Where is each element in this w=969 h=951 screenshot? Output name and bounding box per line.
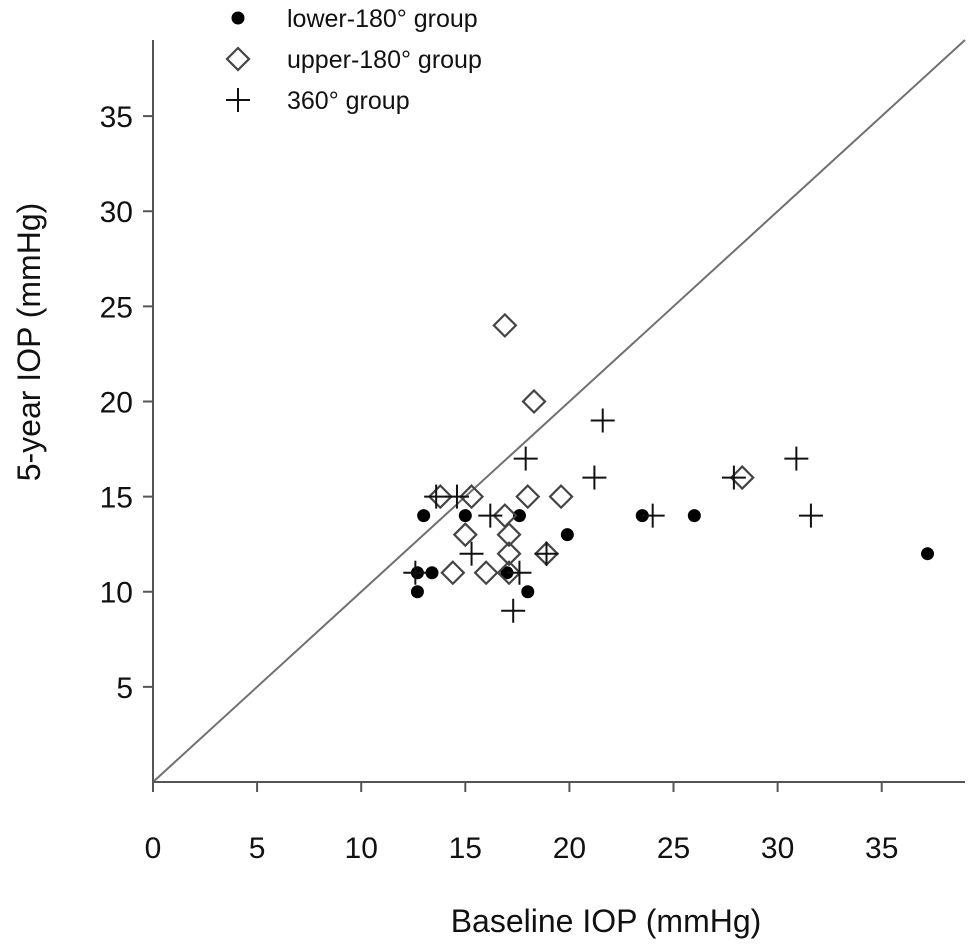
upper-180-point (440, 560, 466, 586)
x-tick-label: 10 (345, 832, 378, 865)
lower-180-point (500, 566, 514, 580)
y-tick-label: 35 (100, 101, 133, 134)
upper-180-point (458, 484, 485, 510)
lower-180-point (458, 509, 472, 523)
x-tick-label: 25 (657, 832, 690, 865)
360-point (501, 598, 526, 623)
lower-180-point (417, 509, 431, 523)
legend-label: 360° group (287, 87, 410, 115)
series-1 (410, 509, 935, 599)
upper-180-point (473, 560, 499, 586)
lower-180-point (425, 566, 439, 580)
upper-180-point (452, 522, 478, 548)
legend-label: lower-180° group (287, 5, 478, 33)
360-point (582, 465, 607, 490)
upper-180-point (548, 484, 574, 510)
legend-marker (225, 46, 251, 72)
360-point (784, 446, 809, 471)
upper-180-point (496, 560, 522, 586)
reference-layer (152, 39, 966, 783)
360-point (721, 465, 746, 490)
360-point (590, 408, 615, 433)
360-point (459, 541, 484, 566)
360-point (478, 503, 503, 528)
lower-180-point (512, 509, 526, 523)
legend-marker (226, 88, 250, 112)
legend-item-360: 360° group (226, 87, 410, 115)
x-tick-label: 35 (865, 832, 898, 865)
lower-180-point (521, 585, 535, 599)
upper-180-point (492, 312, 518, 338)
x-tick-label: 5 (249, 832, 266, 865)
x-tick-label: 0 (145, 832, 162, 865)
x-tick-label: 30 (761, 832, 794, 865)
360-point (403, 560, 428, 585)
360-point (444, 484, 469, 509)
upper-180-point (427, 484, 453, 510)
legend-marker (231, 11, 245, 25)
series-3 (403, 408, 823, 623)
upper-180-point (496, 541, 522, 567)
data-points (403, 312, 935, 623)
y-tick-label: 15 (100, 482, 133, 515)
y-tick-label: 20 (100, 386, 133, 419)
legend-item-upper-180: upper-180° group (225, 46, 482, 74)
legend-label: upper-180° group (287, 46, 482, 74)
upper-180-point (496, 522, 522, 548)
360-point (534, 541, 559, 566)
x-tick-label: 15 (449, 832, 482, 865)
axes: 0 5 10 15 20 25 30 35 5 10 15 20 25 30 35 (100, 40, 965, 865)
360-point (424, 484, 449, 509)
360-point (513, 446, 538, 471)
y-axis-title: 5-year IOP (mmHg) (11, 203, 47, 482)
x-tick-label: 20 (553, 832, 586, 865)
360-point (507, 560, 532, 585)
lower-180-point (687, 509, 701, 523)
360-point (640, 503, 665, 528)
series-2 (427, 312, 755, 586)
identity-line (152, 39, 966, 783)
upper-180-point (515, 484, 541, 510)
lower-180-point (410, 585, 424, 599)
legend-item-lower-180: lower-180° group (231, 5, 478, 33)
y-tick-label: 30 (100, 196, 133, 229)
y-tick-label: 5 (116, 672, 133, 705)
upper-180-point (521, 388, 547, 415)
y-tick-label: 10 (100, 577, 133, 610)
x-axis-title: Baseline IOP (mmHg) (451, 903, 762, 939)
360-point (798, 503, 823, 528)
lower-180-point (921, 547, 935, 561)
y-tick-label: 25 (100, 291, 133, 324)
lower-180-point (560, 528, 574, 542)
legend: lower-180° group upper-180° group 360° gro… (225, 5, 482, 115)
